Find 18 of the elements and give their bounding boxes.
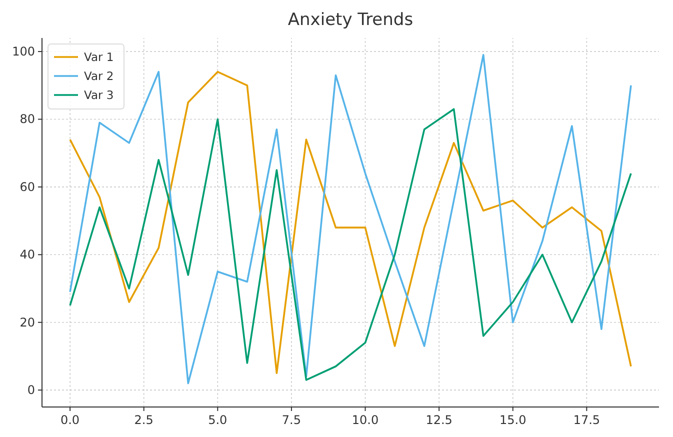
x-tick-label: 17.5 [573,413,600,427]
y-tick-label: 40 [20,248,35,262]
x-tick-label: 7.5 [282,413,302,427]
x-tick-label: 5.0 [208,413,228,427]
chart-title: Anxiety Trends [288,10,414,30]
x-tick-label: 12.5 [426,413,452,427]
legend-label: Var 2 [84,69,114,83]
legend-label: Var 3 [84,88,114,102]
y-tick-label: 60 [20,180,35,194]
x-tick-label: 2.5 [134,413,154,427]
x-tick-label: 15.0 [500,413,526,427]
y-tick-label: 100 [12,44,35,59]
legend-label: Var 1 [84,50,114,64]
y-tick-label: 80 [20,112,35,126]
x-tick-label: 10.0 [352,413,379,427]
y-tick-label: 20 [20,315,35,330]
x-tick-label: 0.0 [60,413,80,427]
y-tick-label: 0 [27,383,35,398]
